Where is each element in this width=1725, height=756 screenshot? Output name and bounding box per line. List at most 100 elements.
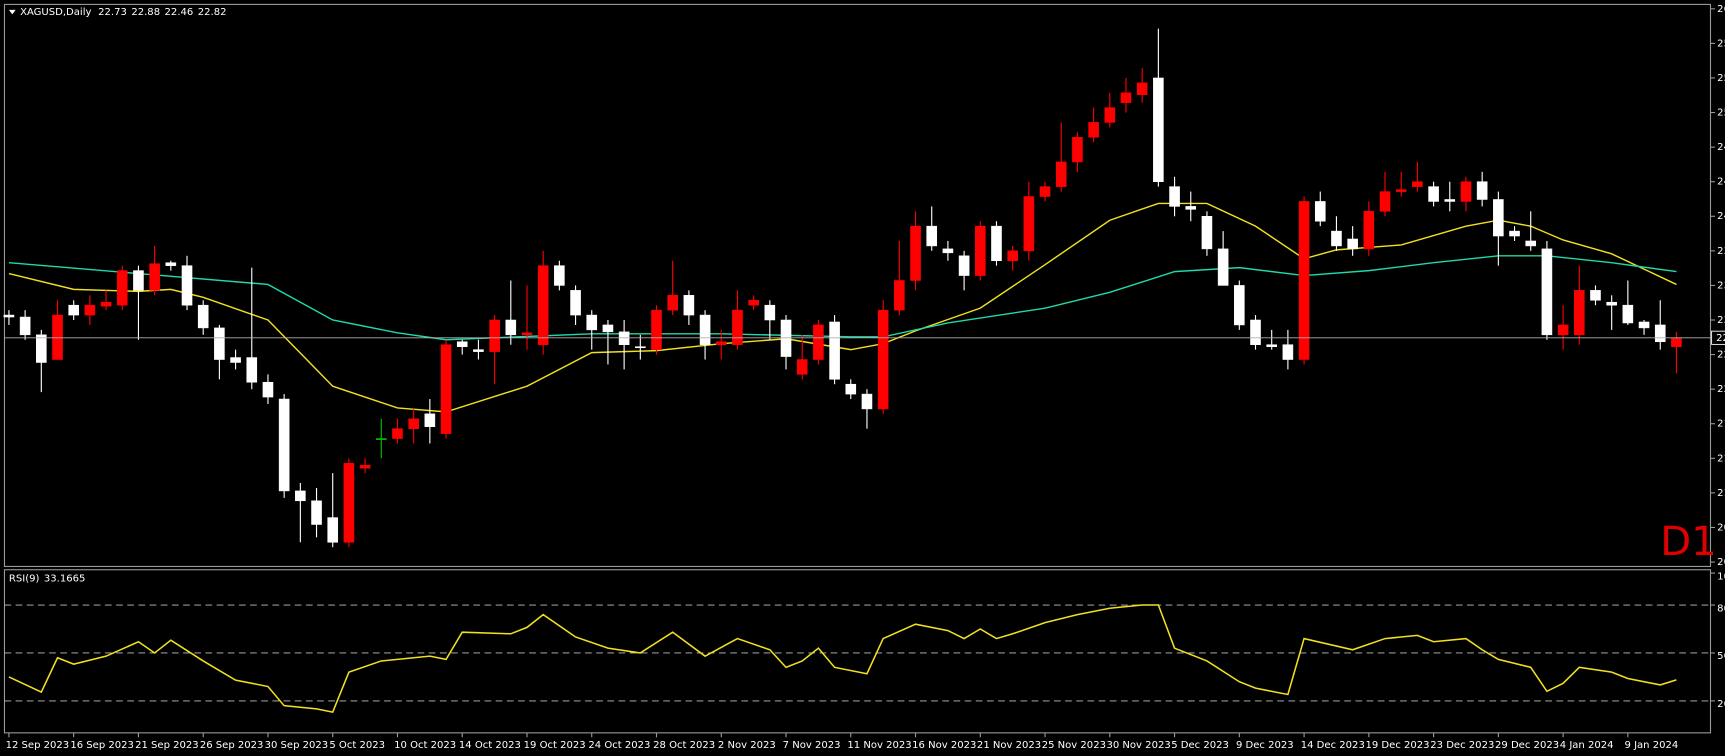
x-tick-label: 30 Nov 2023 [1106,740,1170,751]
y-tick-label: 21.95 [1717,419,1725,430]
candle-body [1072,136,1083,163]
candle-body [1169,186,1180,207]
x-tick-label: 25 Nov 2023 [1042,740,1106,751]
candle-body [1153,77,1164,182]
candle-body [715,341,727,345]
candle-body [1201,215,1213,250]
candle-body [343,462,355,543]
candle-body [635,346,646,349]
candle-body [1120,92,1132,103]
candle-body [877,309,889,410]
candle-body [1023,196,1035,252]
candle-body [1055,161,1067,187]
header-close: 22.82 [198,7,227,18]
y-tick-label: 20.90 [1717,522,1725,533]
y-tick-label: 23.00 [1717,315,1725,326]
header: XAGUSD,Daily 22.73 22.88 22.46 22.82 [20,7,226,18]
y-tick-label: 25.10 [1717,108,1725,119]
x-tick-label: 24 Oct 2023 [588,740,650,751]
candle-body [52,314,63,360]
candle-body [68,304,79,316]
candle-body [165,262,177,266]
candle-body [505,319,517,336]
candle-body [116,270,128,306]
rsi-tick-label: 100 [1717,571,1725,582]
candle-body [1331,230,1342,247]
x-tick-label: 16 Nov 2023 [912,740,976,751]
x-tick-label: 28 Oct 2023 [653,740,715,751]
rsi-line [8,604,1677,713]
y-tick-label: 21.60 [1717,453,1725,464]
y-tick-label: 23.70 [1717,246,1725,257]
current-price-box [1711,330,1725,345]
candle-body [894,280,905,311]
candle-body [651,309,662,350]
candle-body [1444,199,1456,202]
rsi-value: 33.1665 [44,574,86,585]
candle-body [1266,344,1278,347]
candle-body [1573,290,1585,336]
candle-body [1007,250,1018,262]
x-tick-label: 26 Sep 2023 [200,740,264,751]
candle-body [1379,191,1391,212]
x-tick-label: 19 Oct 2023 [524,740,586,751]
x-tick-label: 23 Dec 2023 [1430,740,1494,751]
candle-body [748,299,759,306]
candle-body [991,225,1002,262]
candle-body [424,413,436,427]
x-tick-label: 29 Dec 2023 [1495,740,1559,751]
candle-body [392,428,403,439]
candle-body [1606,301,1617,306]
candle-body [311,500,322,525]
header-low: 22.46 [165,7,194,18]
candle-body [230,357,241,363]
y-tick-label: 20.55 [1717,557,1725,568]
candle-body [1363,211,1375,250]
y-tick-label: 22.65 [1717,350,1725,361]
candle-body [1136,82,1148,96]
candle-body [1590,290,1601,301]
candle-body [1282,344,1294,360]
x-tick-label: 30 Sep 2023 [265,740,329,751]
y-tick-label: 24.75 [1717,142,1725,153]
candle-body [780,319,792,357]
y-tick-label: 23.35 [1717,280,1725,291]
menu-triangle[interactable] [8,9,16,15]
candle-body [1493,199,1504,237]
x-tick-label: 10 Oct 2023 [394,740,456,751]
candle-body [1234,285,1245,326]
rsi-tick-label: 80 [1717,603,1725,614]
candle-body [375,438,387,440]
y-tick-label: 26.15 [1717,4,1725,15]
rsi-tick-label: 50 [1717,651,1725,662]
candle-body [246,357,258,383]
candle-body [1347,238,1358,250]
candle-body [1622,304,1634,324]
candle-body [1039,186,1051,197]
x-tick-label: 5 Dec 2023 [1171,740,1229,751]
candle-body [554,265,565,286]
candle-body [1088,122,1099,138]
candle-body [1476,181,1488,200]
candle-body [1395,189,1407,192]
x-tick-label: 19 Dec 2023 [1365,740,1429,751]
x-tick-label: 2 Nov 2023 [718,740,776,751]
candle-body [586,314,598,331]
y-tick-label: 25.80 [1717,38,1725,49]
rsi-title: RSI(9) [9,574,40,585]
candle-body [829,321,840,380]
candle-body [602,324,614,333]
candle-body [36,334,47,363]
plot-layer: 20.55 20.90 21.25 21.60 21.95 22.30 22.65 23.00… [3,4,1725,751]
x-tick-label: 9 Dec 2023 [1236,740,1294,751]
current-price-label: 22.82 [1716,333,1725,344]
candle-body [197,304,209,329]
candle-body [489,319,500,352]
symbol-title: XAGUSD,Daily [20,7,91,18]
x-tick-label: 11 Nov 2023 [847,740,911,751]
x-tick-label: 9 Jan 2024 [1625,740,1679,751]
rsi-panel-frame [3,569,1712,734]
candle-body [796,359,808,375]
